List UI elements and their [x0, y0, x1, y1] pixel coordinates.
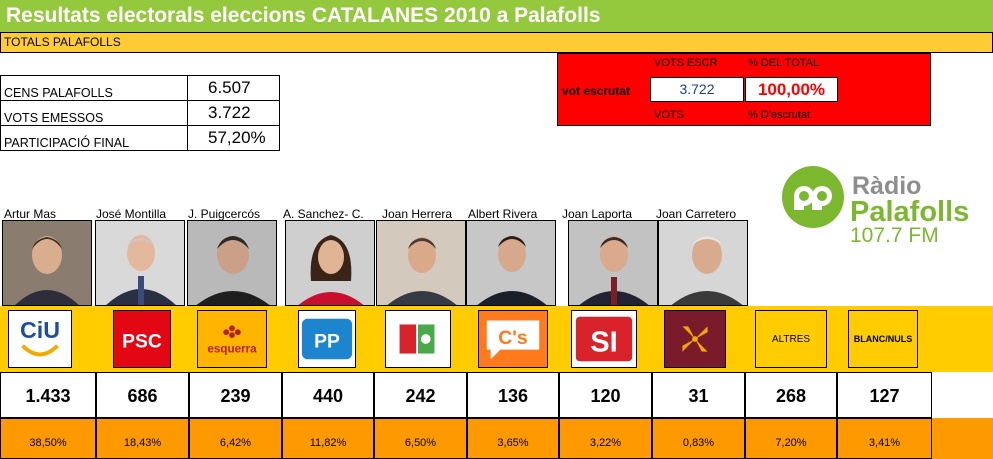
candidate-photo — [466, 220, 556, 306]
scrutiny-votes-value: 3.722 — [650, 77, 744, 102]
candidate-photo — [568, 220, 658, 306]
candidate-photo — [376, 220, 466, 306]
votes-row: 1.433 686 239 440 242 136 120 31 268 127 — [0, 372, 993, 418]
cs-logo-icon: C's — [486, 320, 540, 360]
erc-logo-icon: esquerra — [207, 325, 257, 356]
page-title: Resultats electorals eleccions CATALANES… — [0, 0, 993, 32]
party-altres-label: ALTRES — [771, 333, 811, 345]
party-logo-cs: C's — [478, 310, 548, 368]
scrutiny-box: VOTS ESCR % DEL TOTAL vot escrutat 3.722… — [557, 53, 931, 126]
stats-table: CENS PALAFOLLS 6.507 VOTS EMESSOS 3.722 … — [0, 75, 280, 151]
votes-cell: 136 — [467, 372, 559, 418]
candidate-name: José Montilla — [96, 207, 167, 221]
stat-label: PARTICIPACIÓ FINAL — [0, 125, 188, 151]
candidate-photo — [2, 220, 92, 306]
pp-logo-icon: PP — [301, 318, 353, 360]
votes-cell: 127 — [837, 372, 932, 418]
votes-cell: 268 — [745, 372, 837, 418]
psc-logo-icon: PSC — [122, 332, 162, 353]
votes-cell: 440 — [282, 372, 374, 418]
reagrupament-logo-icon — [682, 326, 708, 352]
party-logo-ri — [664, 310, 726, 368]
svg-text:PP: PP — [314, 332, 340, 353]
percent-row: 38,50% 18,43% 6,42% 11,82% 6,50% 3,65% 3… — [0, 418, 993, 459]
votes-cell: 31 — [652, 372, 745, 418]
votes-cell: 242 — [374, 372, 467, 418]
ciu-logo-icon: CiU — [20, 317, 60, 357]
stat-label: VOTS EMESSOS — [0, 100, 188, 126]
radio-logo-line3: 107.7 FM — [850, 224, 939, 247]
stat-row: PARTICIPACIÓ FINAL 57,20% — [0, 125, 280, 151]
party-logo-pp: PP — [298, 310, 356, 368]
party-blanc-nuls-label: BLANC/NULS — [853, 334, 913, 344]
candidate-name: A. Sanchez- C. — [283, 207, 364, 221]
candidate-photo — [658, 220, 748, 306]
scrutiny-votes-footer: VOTS — [654, 109, 684, 121]
party-logos-row: CiU PSC esquerra PP — [0, 306, 993, 372]
votes-cell: 686 — [96, 372, 189, 418]
percent-cell: 11,82% — [282, 418, 374, 459]
stat-label: CENS PALAFOLLS — [0, 75, 188, 101]
svg-text:SI: SI — [590, 327, 617, 359]
svg-text:C's: C's — [498, 327, 527, 349]
candidate-photo — [187, 220, 277, 306]
svg-text:PSC: PSC — [122, 332, 162, 353]
svg-text:CiU: CiU — [20, 317, 60, 343]
party-logo-psc: PSC — [113, 310, 171, 368]
radio-logo-line2: Palafolls — [850, 196, 970, 228]
party-logo-altres: ALTRES — [755, 310, 827, 368]
totals-heading: TOTALS PALAFOLLS — [0, 32, 993, 53]
scrutiny-pct-value: 100,00% — [745, 77, 838, 102]
radio-palafolls-logo: Ràdio Palafolls 107.7 FM — [780, 162, 980, 247]
stat-row: CENS PALAFOLLS 6.507 — [0, 75, 280, 101]
candidate-name: J. Puigcercós — [188, 207, 261, 221]
candidate-photo — [285, 220, 375, 306]
percent-cell: 3,65% — [467, 418, 559, 459]
party-logo-erc: esquerra — [197, 310, 267, 368]
percent-cell: 6,50% — [374, 418, 467, 459]
percent-cell: 38,50% — [0, 418, 96, 459]
radio-logo-icon — [782, 166, 844, 228]
candidate-name: Joan Herrera — [382, 207, 453, 221]
stat-value: 3.722 — [187, 100, 280, 126]
si-logo-icon: SI — [575, 316, 633, 362]
scrutiny-pct-header: % DEL TOTAL — [748, 57, 820, 69]
party-logo-icv — [385, 310, 451, 368]
candidate-name: Albert Rivera — [468, 207, 538, 221]
stat-value: 57,20% — [187, 125, 280, 151]
candidate-photo — [95, 220, 185, 306]
votes-cell: 120 — [559, 372, 652, 418]
percent-cell: 6,42% — [189, 418, 282, 459]
votes-cell: 1.433 — [0, 372, 96, 418]
party-logo-ciu: CiU — [8, 310, 72, 368]
stat-value: 6.507 — [187, 75, 280, 101]
party-logo-blanc-nuls: BLANC/NULS — [848, 310, 918, 368]
percent-cell: 3,41% — [837, 418, 932, 459]
candidate-name: Joan Carretero — [656, 207, 737, 221]
icv-logo-icon — [399, 324, 435, 354]
stat-row: VOTS EMESSOS 3.722 — [0, 100, 280, 126]
party-logo-si: SI — [571, 310, 637, 368]
radio-logo-line1: Ràdio — [852, 172, 922, 200]
scrutiny-pct-footer: % D'escrutat — [748, 109, 811, 121]
svg-text:esquerra: esquerra — [207, 343, 257, 356]
percent-cell: 0,83% — [652, 418, 745, 459]
scrutiny-votes-header: VOTS ESCR — [654, 57, 718, 69]
percent-cell: 3,22% — [559, 418, 652, 459]
percent-cell: 7,20% — [745, 418, 837, 459]
candidate-name: Joan Laporta — [562, 207, 633, 221]
votes-cell: 239 — [189, 372, 282, 418]
candidate-name: Artur Mas — [4, 207, 57, 221]
percent-cell: 18,43% — [96, 418, 189, 459]
scrutiny-label: vot escrutat — [562, 84, 631, 98]
